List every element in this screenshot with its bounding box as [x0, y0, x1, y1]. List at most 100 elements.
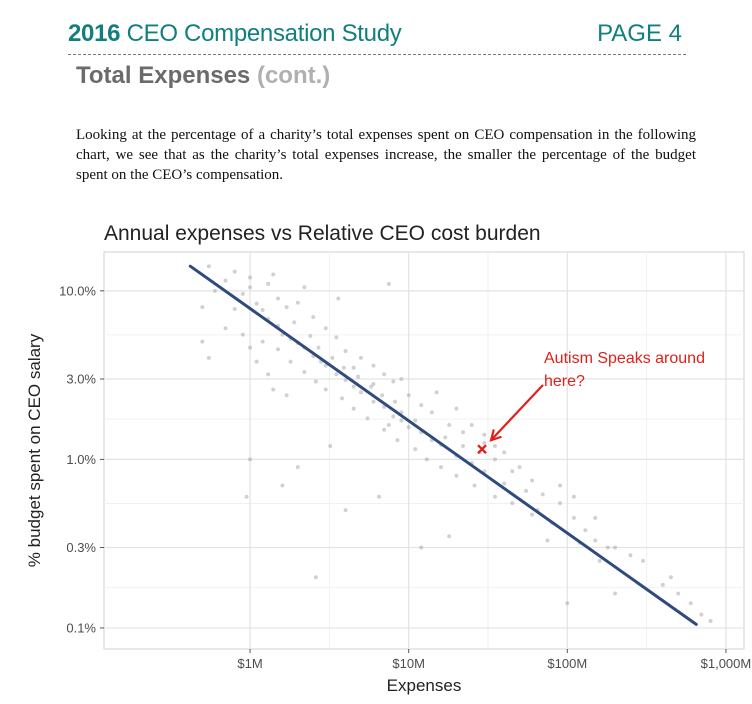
data-point [382, 427, 387, 432]
data-point [336, 296, 341, 301]
data-point [292, 320, 297, 325]
y-tick-label: 1.0% [66, 452, 96, 467]
chart-title: Annual expenses vs Relative CEO cost bur… [104, 222, 541, 245]
data-point [311, 314, 316, 319]
section-title: Total Expenses (cont.) [76, 62, 330, 90]
data-point [380, 393, 385, 398]
data-point [260, 339, 265, 344]
page-header: 2016 CEO Compensation Study PAGE 4 [68, 18, 686, 55]
data-point [613, 591, 618, 596]
study-year: 2016 [68, 20, 121, 47]
data-point [593, 515, 598, 520]
data-point [472, 483, 477, 488]
data-point [248, 457, 253, 462]
data-point [334, 335, 339, 340]
data-point [244, 494, 249, 499]
data-point [447, 534, 452, 539]
data-point [571, 494, 576, 499]
data-point [351, 406, 356, 411]
data-point [295, 300, 300, 305]
data-point [275, 347, 280, 352]
data-point [232, 269, 237, 274]
data-point [597, 558, 602, 563]
data-point [271, 272, 276, 277]
data-point [482, 441, 487, 446]
data-point [240, 291, 245, 296]
x-tick-label: $100M [547, 656, 587, 671]
data-point [254, 359, 259, 364]
data-point [275, 296, 280, 301]
data-point [223, 326, 228, 331]
data-point [524, 488, 529, 493]
y-tick-label: 0.1% [66, 620, 96, 635]
data-point [668, 575, 673, 580]
data-point [406, 425, 411, 430]
data-point [395, 438, 400, 443]
data-point [391, 414, 396, 419]
page-number: PAGE 4 [597, 20, 682, 47]
data-point [343, 348, 348, 353]
x-axis-label: Expenses [387, 676, 462, 695]
data-point [369, 384, 374, 389]
data-point [676, 591, 681, 596]
data-point [200, 339, 205, 344]
data-point [469, 422, 474, 427]
data-point [583, 528, 588, 533]
annotation-text: here? [544, 373, 585, 390]
data-point [558, 483, 563, 488]
data-point [206, 355, 211, 360]
data-point [248, 285, 253, 290]
data-point [413, 418, 418, 423]
data-point [688, 601, 693, 606]
y-tick-label: 10.0% [59, 283, 96, 298]
data-point [266, 372, 271, 377]
data-point [530, 512, 535, 517]
data-point [308, 333, 313, 338]
data-point [391, 379, 396, 384]
data-point [510, 469, 515, 474]
data-point [540, 492, 545, 497]
annotation-text: Autism Speaks around [544, 350, 705, 367]
data-point [302, 285, 307, 290]
data-point [340, 396, 345, 401]
data-point [443, 435, 448, 440]
data-point [377, 494, 382, 499]
data-point [365, 416, 370, 421]
data-point [284, 305, 289, 310]
data-point [482, 432, 487, 437]
data-point [371, 363, 376, 368]
data-point [284, 393, 289, 398]
data-point [447, 422, 452, 427]
annotation-arrowhead [489, 429, 502, 442]
data-point [386, 281, 391, 286]
y-tick-labels: 0.1% 0.3% 1.0% 3.0% 10.0% [59, 283, 104, 635]
data-point [613, 545, 618, 550]
annotation: Autism Speaks around here? [477, 350, 705, 455]
data-point [439, 465, 444, 470]
data-point [343, 378, 348, 383]
data-point [288, 359, 293, 364]
data-point [206, 264, 211, 269]
y-axis-label: % budget spent on CEO salary [25, 333, 44, 567]
data-point [382, 372, 387, 377]
data-point [419, 403, 424, 408]
data-point [558, 501, 563, 506]
annotation-x-marker [477, 444, 487, 455]
data-point [406, 393, 411, 398]
data-point [254, 301, 259, 306]
data-point [502, 450, 507, 455]
section-title-cont: (cont.) [256, 62, 331, 89]
data-point [371, 382, 376, 387]
data-point [413, 447, 418, 452]
data-point [429, 410, 434, 415]
data-point [708, 618, 713, 623]
data-point [316, 345, 321, 350]
trend-line [188, 264, 698, 626]
data-point [699, 612, 704, 617]
data-point [393, 399, 398, 404]
study-title-text: CEO Compensation Study [126, 20, 402, 47]
data-point [351, 365, 356, 370]
data-point [302, 369, 307, 374]
data-point [571, 515, 576, 520]
data-point [358, 390, 363, 395]
